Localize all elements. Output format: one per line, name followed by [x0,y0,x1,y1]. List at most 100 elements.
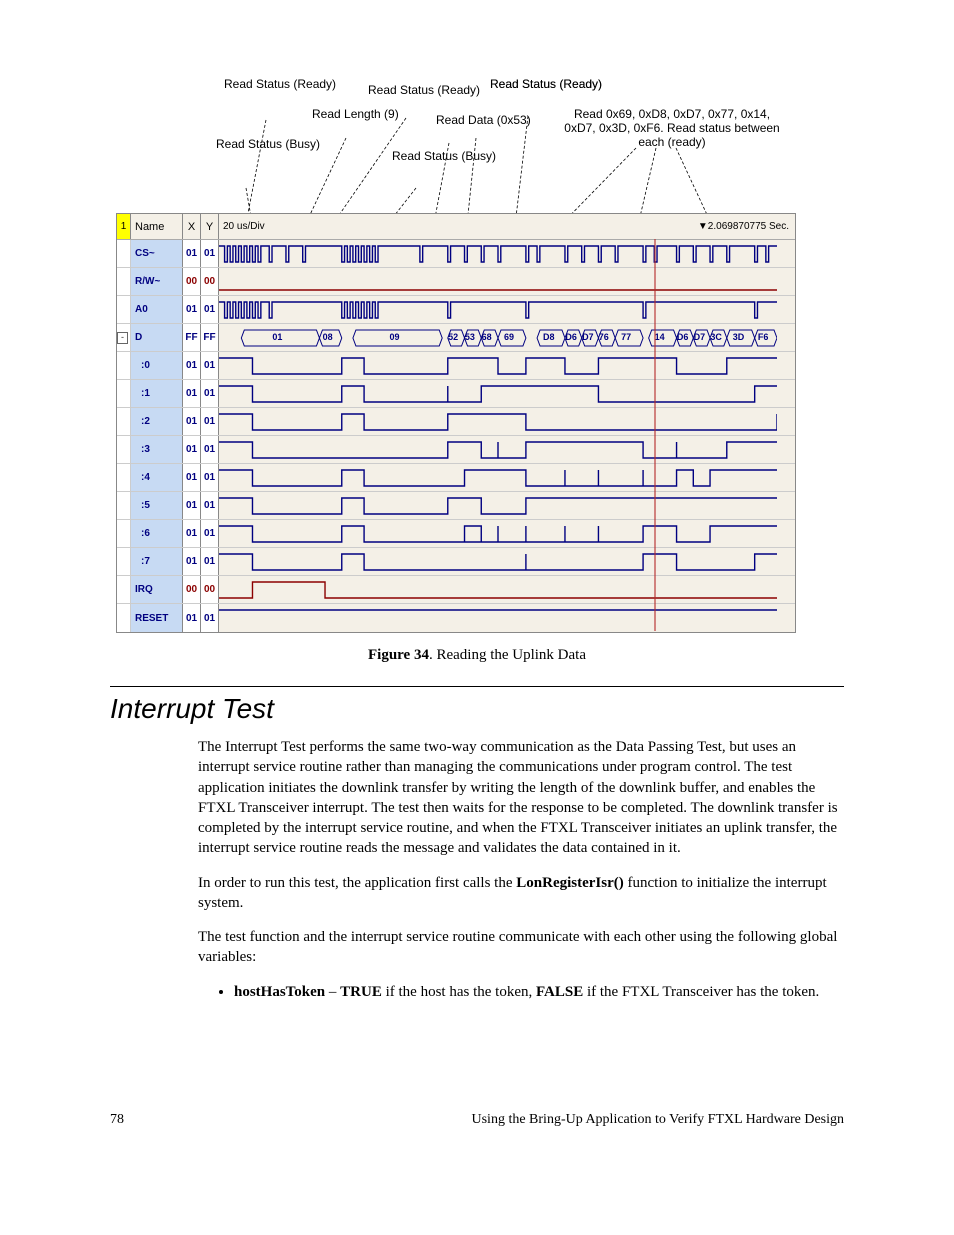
signal-name: :3 [131,436,183,463]
figure-caption-text: . Reading the Uplink Data [429,647,586,663]
signal-row: R/W~0000 [117,268,795,296]
col-wave: 20 us/Div ▼2.069870775 Sec. [219,214,795,239]
signal-y-value: 01 [201,436,219,463]
signal-waveform [219,548,795,575]
signal-row: A00101 [117,296,795,324]
paragraph-3: The test function and the interrupt serv… [198,927,844,968]
signal-x-value: 01 [183,408,201,435]
tree-gutter [117,576,131,603]
signal-x-value: 01 [183,352,201,379]
signal-name: :0 [131,352,183,379]
signal-y-value: 01 [201,352,219,379]
tree-gutter [117,464,131,491]
section-divider [110,686,844,687]
signal-x-value: 01 [183,436,201,463]
signal-x-value: 01 [183,548,201,575]
signal-name: CS~ [131,240,183,267]
signal-name: :4 [131,464,183,491]
signal-waveform [219,464,795,491]
tree-gutter [117,352,131,379]
signal-x-value: 01 [183,492,201,519]
logic-analyzer-grid: 1 Name X Y 20 us/Div ▼2.069870775 Sec. C… [116,213,796,633]
signal-row: -DFFFF01080952536869D8D6D7767714D6D73C3D… [117,324,795,352]
var-host-has-token: hostHasToken [234,984,325,1000]
signal-row: :30101 [117,436,795,464]
column-header: 1 Name X Y 20 us/Div ▼2.069870775 Sec. [117,214,795,240]
signal-name: D [131,324,183,351]
signal-row: :70101 [117,548,795,576]
signal-waveform [219,352,795,379]
signal-waveform [219,268,795,295]
tree-gutter [117,296,131,323]
tree-gutter [117,380,131,407]
signal-y-value: 01 [201,604,219,632]
figure-caption: Figure 34. Reading the Uplink Data [110,647,844,664]
global-vars-list: hostHasToken – TRUE if the host has the … [216,982,844,1002]
signal-x-value: 01 [183,380,201,407]
signal-row: :50101 [117,492,795,520]
annot-read-status-busy-2: Read Status (Busy) [392,150,496,164]
signal-y-value: 01 [201,492,219,519]
paragraph-1: The Interrupt Test performs the same two… [198,737,844,859]
figure-caption-label: Figure 34 [368,647,429,663]
tree-gutter [117,604,131,632]
col-name: Name [131,214,183,239]
signal-name: R/W~ [131,268,183,295]
tree-gutter [117,240,131,267]
signal-name: :5 [131,492,183,519]
signal-y-value: 01 [201,520,219,547]
page: Read Status (Ready) Read Status (Busy) R… [0,0,954,1188]
li-txt-f: if the FTXL Transceiver has the token. [583,984,819,1000]
row-index: 1 [117,214,131,239]
timing-figure: Read Status (Ready) Read Status (Busy) R… [116,78,796,633]
list-item: hostHasToken – TRUE if the host has the … [234,982,844,1002]
signal-x-value: 00 [183,576,201,603]
tree-gutter [117,408,131,435]
signal-waveform: 01080952536869D8D6D7767714D6D73C3DF6 [219,324,795,351]
section-heading: Interrupt Test [110,693,844,725]
tree-gutter: - [117,324,131,351]
signal-row: :00101 [117,352,795,380]
signal-waveform [219,380,795,407]
signal-name: :7 [131,548,183,575]
signal-y-value: 01 [201,464,219,491]
signal-waveform [219,436,795,463]
signal-x-value: 01 [183,520,201,547]
footer-title: Using the Bring-Up Application to Verify… [472,1112,845,1128]
annot-read-status-ready-4: Read Status (Ready) [490,78,602,92]
tree-gutter [117,520,131,547]
signal-y-value: 01 [201,380,219,407]
collapse-toggle[interactable]: - [117,332,128,344]
signal-x-value: 01 [183,240,201,267]
signal-x-value: 01 [183,464,201,491]
signal-x-value: FF [183,324,201,351]
signal-waveform [219,296,795,323]
signal-y-value: 00 [201,268,219,295]
page-number: 78 [110,1112,124,1128]
signal-waveform [219,604,795,632]
signal-name: IRQ [131,576,183,603]
p2-func: LonRegisterIsr() [516,875,623,891]
signal-row: :40101 [117,464,795,492]
li-sep: – [325,984,340,1000]
li-txt-d: if the host has the token, [382,984,536,1000]
annot-read-status-ready-1: Read Status (Ready) [224,78,336,92]
signal-row: :10101 [117,380,795,408]
signal-rows-container: CS~0101R/W~0000A00101-DFFFF0108095253686… [117,240,795,632]
tree-gutter [117,268,131,295]
signal-y-value: 00 [201,576,219,603]
signal-name: A0 [131,296,183,323]
signal-y-value: 01 [201,240,219,267]
signal-name: RESET [131,604,183,632]
signal-y-value: 01 [201,548,219,575]
tree-gutter [117,436,131,463]
signal-x-value: 00 [183,268,201,295]
signal-y-value: FF [201,324,219,351]
signal-waveform [219,576,795,603]
signal-x-value: 01 [183,604,201,632]
signal-row: :60101 [117,520,795,548]
p2-text-a: In order to run this test, the applicati… [198,875,516,891]
annot-read-status-busy-1: Read Status (Busy) [216,138,320,152]
signal-waveform [219,492,795,519]
signal-waveform [219,408,795,435]
